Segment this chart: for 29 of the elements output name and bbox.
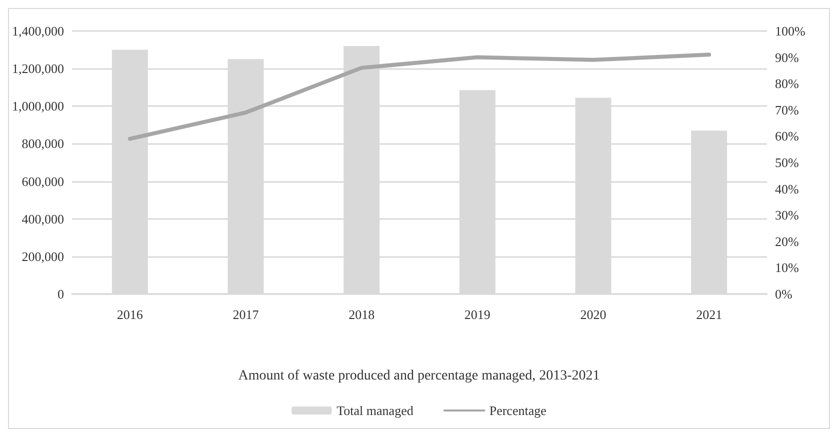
- y2-tick-label: 0%: [775, 286, 792, 302]
- x-tick-label: 2016: [116, 307, 144, 322]
- x-tick-label: 2018: [348, 307, 375, 322]
- y-tick-label: 0: [58, 286, 64, 302]
- x-tick-label: 2017: [232, 307, 260, 322]
- x-tick-label: 2020: [580, 307, 606, 322]
- line-series: [128, 52, 712, 141]
- y2-tick-label: 30%: [775, 208, 799, 223]
- y2-tick-label: 60%: [775, 128, 799, 144]
- legend-label: Total managed: [336, 403, 414, 418]
- y2-tick-label: 40%: [775, 181, 799, 196]
- y2-tick-label: 80%: [775, 76, 799, 92]
- y-tick-label: 1,200,000: [12, 61, 64, 76]
- y-tick-label: 1,400,000: [12, 24, 64, 38]
- y-tick-label: 200,000: [22, 248, 64, 264]
- y-tick-label: 600,000: [22, 174, 64, 189]
- y2-tick-label: 90%: [775, 50, 799, 65]
- y-tick-label: 1,000,000: [12, 98, 64, 114]
- y-tick-label: 800,000: [22, 136, 64, 152]
- y2-tick-label: 100%: [775, 24, 806, 38]
- text: Amount of waste produced and percentage managed, 2013-2021: [238, 368, 600, 384]
- y2-tick-label: 20%: [775, 234, 799, 249]
- x-tick-label: 2021: [696, 307, 722, 322]
- y-tick-label: 400,000: [22, 211, 64, 226]
- y2-tick-label: 70%: [775, 102, 799, 118]
- y2-tick-label: 10%: [775, 260, 799, 276]
- y2-tick-label: 50%: [775, 155, 799, 170]
- legend-label: Percentage: [489, 403, 547, 418]
- x-tick-label: 2019: [464, 307, 490, 322]
